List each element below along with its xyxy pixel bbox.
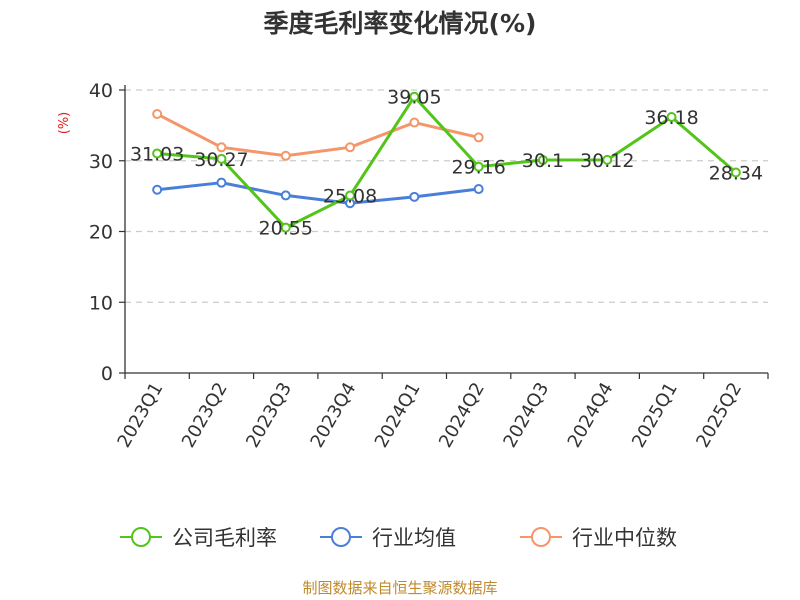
data-point [216, 153, 227, 164]
data-point [280, 150, 291, 161]
x-tick-label: 2023Q3 [242, 379, 296, 451]
legend-marker [531, 527, 551, 547]
data-point [473, 184, 484, 195]
data-point [280, 222, 291, 233]
data-label: 30.27 [194, 149, 248, 171]
data-labels: 31.03 30.27 20.55 25.08 39.05 29.16 30.1 30.12 3… [130, 87, 763, 240]
legend-label: 行业中位数 [572, 526, 677, 550]
data-point [473, 161, 484, 172]
y-tick-label: 20 [89, 222, 113, 244]
data-point [666, 112, 677, 123]
series-lines [152, 91, 741, 233]
data-point [345, 190, 356, 201]
data-point [409, 91, 420, 102]
y-tick-label: 0 [101, 363, 113, 385]
data-label: 20.55 [259, 218, 313, 240]
data-point [345, 142, 356, 153]
data-point [473, 132, 484, 143]
y-tick-label: 40 [89, 80, 113, 102]
data-label: 39.05 [387, 87, 441, 109]
data-point [216, 177, 227, 188]
x-tick-label: 2023Q4 [306, 379, 360, 451]
legend-marker [331, 527, 351, 547]
x-tick-label: 2023Q1 [114, 379, 168, 451]
data-point [602, 154, 613, 165]
x-tick-label: 2024Q4 [564, 379, 618, 451]
data-label: 29.16 [451, 157, 505, 179]
data-label: 30.1 [522, 150, 564, 172]
legend: 公司毛利率 行业均值 行业中位数 [120, 526, 677, 550]
data-point [730, 167, 741, 178]
x-tick-label: 2025Q1 [628, 379, 682, 451]
y-axis-label: (%) [57, 112, 72, 135]
data-point [409, 117, 420, 128]
x-tick-label: 2025Q2 [692, 379, 746, 451]
data-point [537, 155, 548, 166]
y-tick-label: 10 [89, 292, 113, 314]
chart-title: 季度毛利率变化情况(%) [263, 9, 537, 38]
x-tick-label: 2024Q3 [499, 379, 553, 451]
data-label: 25.08 [323, 186, 377, 208]
data-point [152, 109, 163, 120]
x-tick-label: 2024Q1 [371, 379, 425, 451]
series-line [156, 112, 479, 158]
data-label: 28.34 [709, 162, 763, 184]
legend-label: 公司毛利率 [172, 526, 277, 550]
x-tick-label: 2023Q2 [178, 379, 232, 451]
series-line [157, 95, 737, 230]
data-label: 30.12 [580, 150, 634, 172]
y-tick-label: 30 [89, 151, 113, 173]
series-line [156, 181, 479, 205]
x-tick-label: 2024Q2 [435, 379, 489, 451]
legend-marker [131, 527, 151, 547]
grid-lines [125, 89, 768, 303]
data-point [216, 142, 227, 153]
data-label: 36.18 [644, 107, 698, 129]
data-source-note: 制图数据来自恒生聚源数据库 [302, 579, 498, 597]
data-point [152, 148, 163, 159]
legend-label: 行业均值 [372, 526, 456, 550]
data-point [280, 190, 291, 201]
data-label: 31.03 [130, 143, 184, 165]
data-point [152, 184, 163, 195]
data-point [409, 191, 420, 202]
